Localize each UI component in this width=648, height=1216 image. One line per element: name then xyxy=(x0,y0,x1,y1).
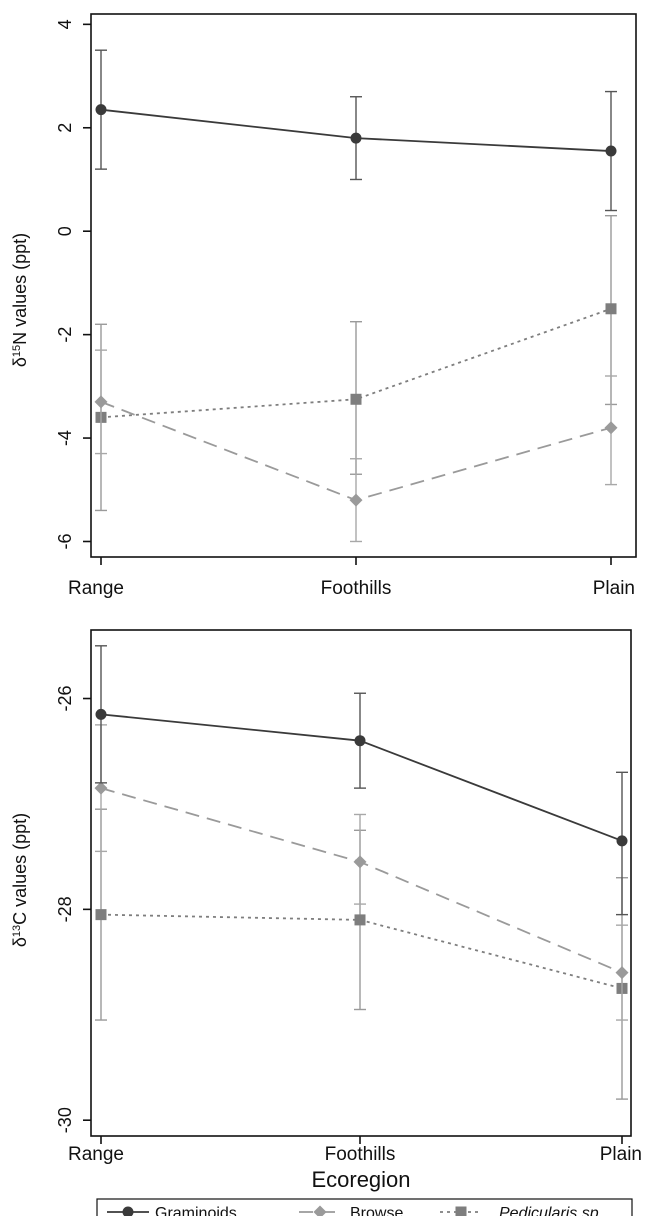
data-point xyxy=(94,781,108,795)
legend-label-1: Browse xyxy=(350,1205,403,1216)
data-point xyxy=(604,421,618,435)
data-point xyxy=(616,835,628,847)
y-axis-title: δ13C values (ppt) xyxy=(10,813,30,947)
y-axis-title-prefix: δ xyxy=(10,357,30,367)
y-axis-title-superscript: 13 xyxy=(11,925,23,937)
data-point xyxy=(615,966,629,980)
legend-label-2: Pedicularis sp. xyxy=(499,1205,603,1216)
y-tick-label: -2 xyxy=(55,327,75,343)
x-axis-title: Ecoregion xyxy=(311,1167,410,1192)
x-category-label: Plain xyxy=(593,578,635,599)
x-category-label: Range xyxy=(68,1144,124,1165)
panel-d13c: -26 -28 -30 Range Foothills Plain δ13C values … xyxy=(10,629,642,1192)
series-0 xyxy=(95,49,617,212)
y-axis-title-prefix: δ xyxy=(10,937,30,947)
data-point xyxy=(95,708,107,720)
data-point xyxy=(605,303,617,315)
y-tick-label: -6 xyxy=(55,533,75,549)
y-tick-label: 2 xyxy=(55,123,75,133)
y-tick-label: 4 xyxy=(55,19,75,29)
y-tick-label: 0 xyxy=(55,226,75,236)
legend-label-0: Graminoids xyxy=(155,1205,237,1216)
x-category-label: Range xyxy=(68,578,124,599)
series-0 xyxy=(95,645,628,916)
series-1 xyxy=(94,349,618,543)
legend-marker-0 xyxy=(122,1206,134,1216)
y-tick-label: -4 xyxy=(55,430,75,446)
plot-frame xyxy=(90,13,637,558)
plot-frame xyxy=(90,629,632,1137)
y-axis-title-suffix: C values (ppt) xyxy=(10,813,30,925)
legend-box xyxy=(96,1198,633,1216)
y-axis-title-suffix: N values (ppt) xyxy=(10,233,30,345)
legend-marker-2 xyxy=(455,1206,467,1216)
x-category-label: Foothills xyxy=(325,1144,396,1165)
data-point xyxy=(95,909,107,921)
data-point xyxy=(353,855,367,869)
x-category-label: Foothills xyxy=(321,578,392,599)
data-point xyxy=(605,145,617,157)
panel-d15n: 4 2 0 -2 -4 -6 Range Foothills Plain δ15N values … xyxy=(10,13,637,599)
x-category-label: Plain xyxy=(600,1144,642,1165)
data-point xyxy=(95,104,107,116)
data-point xyxy=(350,393,362,405)
y-tick-label: -28 xyxy=(55,896,75,922)
data-point xyxy=(354,914,366,926)
y-tick-label: -26 xyxy=(55,686,75,712)
y-tick-label: -30 xyxy=(55,1107,75,1133)
legend: Graminoids Browse Pedicularis sp. xyxy=(96,1198,633,1216)
series-line xyxy=(100,307,612,419)
y-axis-title: δ15N values (ppt) xyxy=(10,233,30,367)
data-point xyxy=(94,395,108,409)
data-point xyxy=(349,493,363,507)
data-point xyxy=(354,735,366,747)
y-axis-title-superscript: 15 xyxy=(11,345,23,357)
series-1 xyxy=(94,724,629,1021)
legend-marker-1 xyxy=(313,1205,327,1216)
data-point xyxy=(350,132,362,144)
